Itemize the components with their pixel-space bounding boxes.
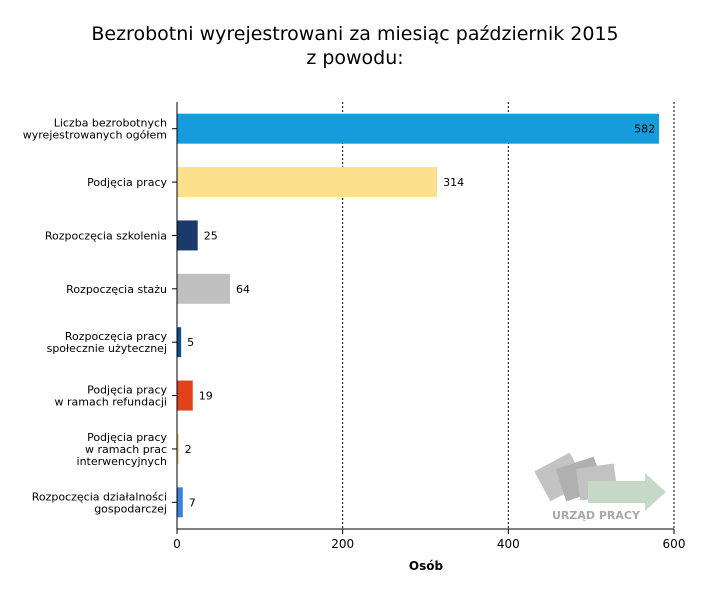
x-tick-label-2: 400 [497,537,520,551]
axes: 0 200 400 600 Liczba bezrobotnych wyrejestrow… [23,102,686,551]
category-label-6-line-2: interwencyjnych [77,455,168,468]
bar-4 [177,327,182,358]
category-label-0-line-1: wyrejestrowanych ogółem [23,129,167,142]
value-label-7: 7 [189,496,196,509]
category-label-0: Liczba bezrobotnych wyrejestrowanych ogół… [23,117,167,142]
bar-1 [177,167,438,198]
value-label-6: 2 [185,443,192,456]
gridlines [342,102,675,529]
category-label-3-line-0: Rozpoczęcia stażu [66,283,167,296]
arrow-right-icon [588,473,666,511]
x-tick-label-0: 0 [173,537,181,551]
bar-2 [177,220,198,251]
bar-7 [177,487,183,518]
category-label-5: Podjęcia pracy w ramach refundacji [55,384,168,409]
category-label-2-line-0: Rozpoczęcia szkolenia [45,229,167,242]
bar-6 [177,433,179,464]
category-label-6-line-0: Podjęcia pracy [87,431,167,444]
value-label-2: 25 [204,229,218,242]
category-label-0-line-0: Liczba bezrobotnych [54,117,167,130]
category-label-4: Rozpoczęcia pracy społecznie użytecznej [47,330,168,355]
category-label-1: Podjęcia pracy [87,176,167,189]
value-label-5: 19 [199,390,213,403]
category-label-1-line-0: Podjęcia pracy [87,176,167,189]
bar-0 [177,113,660,144]
category-label-4-line-1: społecznie użytecznej [47,342,167,355]
category-label-5-line-0: Podjęcia pracy [87,384,167,397]
x-axis-title: Osób [409,559,444,573]
chart-title-line-1: Bezrobotni wyrejestrowani za miesiąc paź… [91,23,619,45]
category-label-7-line-1: gospodarczej [94,502,167,515]
bars: 582 314 25 64 5 19 2 7 [177,113,660,518]
x-tick-label-3: 600 [663,537,686,551]
category-label-7-line-0: Rozpoczęcia działalności [32,490,167,503]
watermark-text: URZĄD PRACY [552,509,641,522]
category-label-6-line-1: w ramach prac [85,443,167,456]
category-label-2: Rozpoczęcia szkolenia [45,229,167,242]
bar-3 [177,273,231,304]
value-label-3: 64 [236,283,250,296]
category-label-3: Rozpoczęcia stażu [66,283,167,296]
chart-title-line-2: z powodu: [306,47,404,69]
category-label-6: Podjęcia pracy w ramach prac interwencyjny… [77,431,168,468]
chart-title: Bezrobotni wyrejestrowani za miesiąc paź… [0,22,710,70]
category-label-7: Rozpoczęcia działalności gospodarczej [32,490,167,515]
bar-5 [177,380,193,411]
category-label-5-line-1: w ramach refundacji [55,396,167,409]
value-label-1: 314 [443,176,464,189]
value-label-0: 582 [634,123,655,136]
x-tick-label-1: 200 [331,537,354,551]
value-label-4: 5 [187,336,194,349]
urzad-pracy-watermark: URZĄD PRACY [534,452,666,522]
category-label-4-line-0: Rozpoczęcia pracy [65,330,168,343]
